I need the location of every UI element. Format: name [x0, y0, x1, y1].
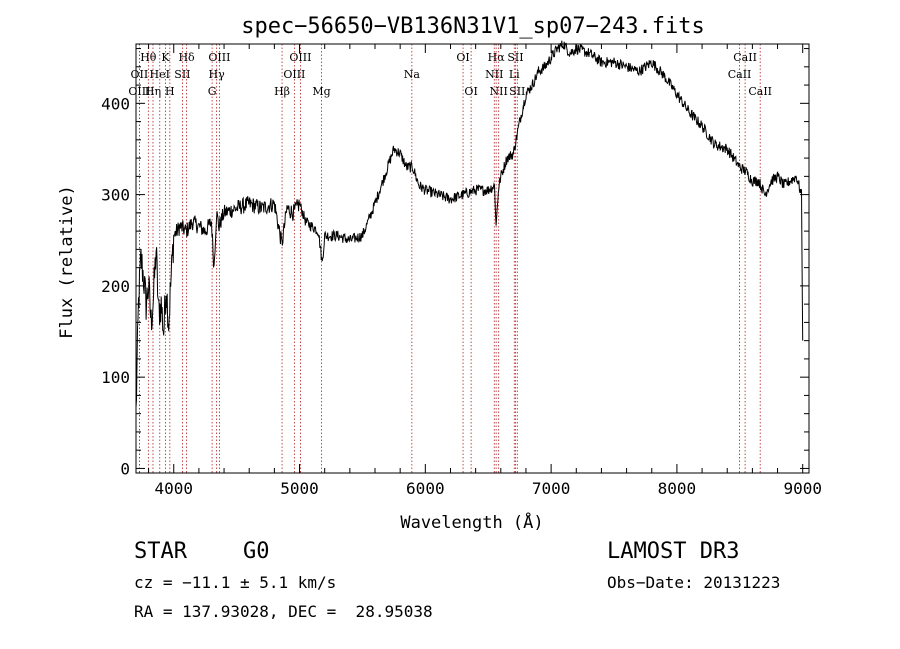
flux-series-line: [135, 40, 804, 408]
line-marker-label-20: NII: [485, 68, 503, 81]
x-tick-label-0: 4000: [154, 479, 193, 498]
line-marker-label-18: OI: [464, 85, 477, 98]
line-marker-label-4: HeI: [150, 68, 170, 81]
y-tick-label-1: 100: [101, 368, 130, 387]
line-marker-label-13: OIII: [289, 51, 311, 64]
line-marker-label-26: CaII: [728, 68, 752, 81]
y-tick-label-0: 0: [120, 459, 130, 478]
line-marker-label-22: SII: [507, 51, 523, 64]
x-axis-label: Wavelength (Å): [400, 511, 543, 533]
axis-ticks: 4000 5000 6000 7000 8000 9000 0 100 200 300 400: [101, 44, 822, 498]
object-subclass: G0: [243, 539, 270, 564]
x-tick-label-5: 9000: [783, 479, 822, 498]
y-tick-label-4: 400: [101, 94, 130, 113]
obs-date: Obs−Date: 20131223: [607, 573, 781, 592]
line-marker-label-7: H: [165, 85, 175, 98]
line-marker-label-8: Hδ: [178, 51, 195, 64]
chart-title: spec−56650−VB136N31V1_sp07−243.fits: [241, 14, 705, 39]
line-marker-label-6: SII: [174, 68, 190, 81]
plot-frame: [135, 43, 810, 474]
line-marker-label-0: Hθ: [140, 51, 157, 64]
line-marker-label-12: Hβ: [274, 85, 290, 98]
x-tick-label-1: 5000: [280, 479, 319, 498]
coordinates: RA = 137.93028, DEC = 28.95038: [134, 602, 433, 621]
line-marker-layer: Hθ OII OIII K HeI Hη SII H Hδ OIII Hγ G Hβ OIII OIII Mg…: [128, 44, 772, 473]
line-marker-label-24: SII: [509, 85, 525, 98]
object-class: STAR: [134, 539, 187, 564]
line-marker-label-15: Mg: [312, 85, 330, 98]
x-tick-label-2: 6000: [406, 479, 445, 498]
y-axis-label: Flux (relative): [57, 185, 77, 339]
y-tick-label-2: 200: [101, 277, 130, 296]
line-marker-label-9: OIII: [208, 51, 230, 64]
line-marker-label-16: Na: [404, 68, 421, 81]
survey-label: LAMOST DR3: [607, 539, 740, 564]
line-marker-label-19: Hα: [488, 51, 506, 64]
line-marker-label-17: OI: [456, 51, 469, 64]
line-marker-label-11: G: [208, 85, 217, 98]
x-tick-label-4: 8000: [658, 479, 697, 498]
line-marker-label-14: OIII: [283, 68, 305, 81]
line-marker-label-21: NII: [490, 85, 508, 98]
line-marker-label-1: OII: [131, 68, 149, 81]
redshift-readout: cz = −11.1 ± 5.1 km/s: [134, 573, 337, 592]
line-marker-label-23: Li: [509, 68, 520, 81]
line-marker-label-5: Hη: [145, 85, 161, 98]
line-marker-label-3: K: [161, 51, 170, 64]
y-tick-label-3: 300: [101, 186, 130, 205]
x-tick-label-3: 7000: [532, 479, 571, 498]
line-marker-label-27: CaII: [748, 85, 772, 98]
line-marker-label-25: CaII: [733, 51, 757, 64]
line-marker-label-10: Hγ: [209, 68, 226, 81]
line-marker-label-2: OIII: [128, 85, 150, 98]
